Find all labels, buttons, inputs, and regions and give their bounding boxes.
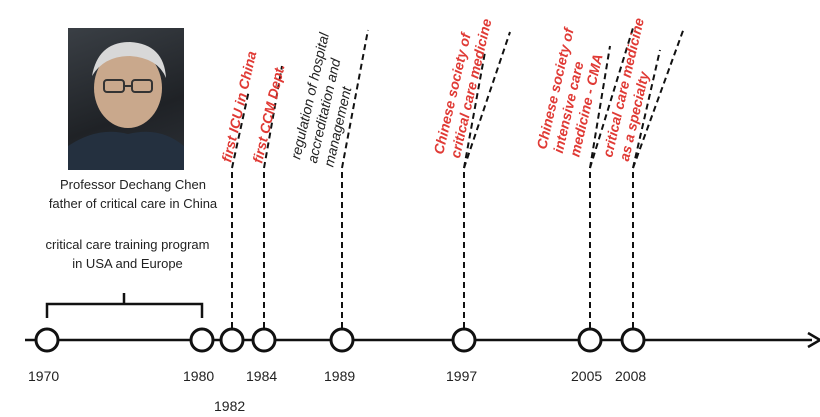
- training-bracket: [45, 293, 204, 318]
- year-label-2005: 2005: [571, 368, 603, 384]
- portrait-image: [68, 42, 184, 170]
- marker-1980: [189, 327, 215, 353]
- marker-2005: [577, 327, 603, 353]
- event-connector-2005b: [589, 27, 634, 169]
- year-label-1970: 1970: [28, 368, 60, 384]
- marker-1989: [329, 327, 355, 353]
- year-label-1989: 1989: [324, 368, 356, 384]
- event-connector-1989: [341, 29, 369, 328]
- timeline-arrowhead: [807, 331, 820, 349]
- event-connector-1984: [263, 65, 283, 328]
- photo-caption-line2: father of critical care in China: [48, 196, 218, 211]
- year-label-1984: 1984: [246, 368, 278, 384]
- year-label-1982: 1982: [214, 398, 246, 414]
- event-label-first-ccm: first CCM Dept.: [249, 63, 287, 165]
- marker-2008: [620, 327, 646, 353]
- event-label-specialty: critical care medicine as a specialty: [599, 13, 664, 163]
- event-label-society-ccm: Chinese society of critical care medicin…: [430, 13, 494, 159]
- training-note: critical care training program in USA an…: [45, 237, 210, 271]
- year-label-1980: 1980: [183, 368, 215, 384]
- marker-1997: [451, 327, 477, 353]
- year-label-2008: 2008: [615, 368, 647, 384]
- photo-caption-line1: Professor Dechang Chen: [60, 177, 206, 192]
- event-connector-1982: [231, 89, 250, 328]
- marker-1982: [219, 327, 245, 353]
- event-connector-2008b: [632, 27, 685, 169]
- event-label-regulation: regulation of hospital accreditation and…: [287, 27, 366, 168]
- year-label-1997: 1997: [446, 368, 478, 384]
- portrait-photo: [68, 28, 184, 170]
- marker-1984: [251, 327, 277, 353]
- marker-1970: [34, 327, 60, 353]
- event-connector-1997b: [463, 31, 511, 169]
